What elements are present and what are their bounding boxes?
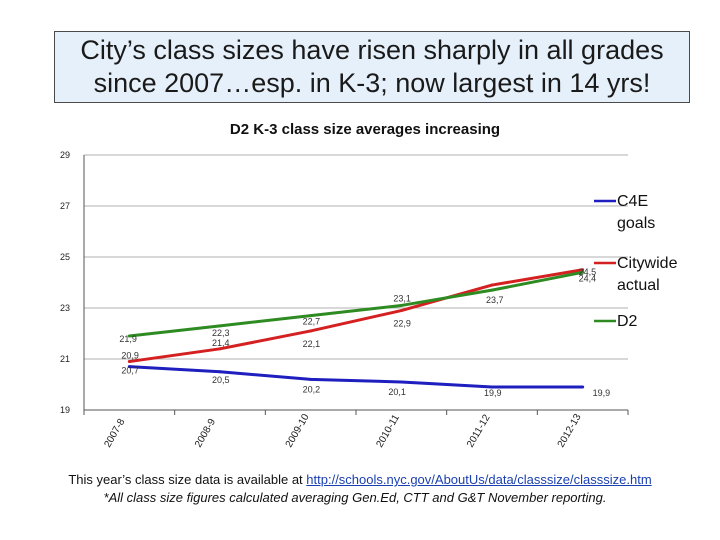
legend-label: Citywide <box>617 255 678 272</box>
data-label: 23,7 <box>486 295 504 305</box>
data-point <box>218 324 222 328</box>
axis-layer: 19 21 23 25 27 29 2007-8 2008-9 2009-10 2010-11 20… <box>60 150 629 450</box>
data-label: 24,5 <box>579 267 597 277</box>
data-label: 22,3 <box>212 328 230 338</box>
data-point <box>309 329 313 333</box>
data-point <box>581 268 585 272</box>
data-point <box>309 377 313 381</box>
series-line <box>129 270 583 338</box>
grid-layer <box>84 154 628 411</box>
y-tick-label: 27 <box>60 201 70 211</box>
slide-title: City’s class sizes have risen sharply in… <box>80 35 664 98</box>
data-label: 19,9 <box>484 388 502 398</box>
data-point <box>218 370 222 374</box>
data-point <box>309 314 313 318</box>
data-point <box>399 380 403 384</box>
data-label: 22,7 <box>303 317 321 327</box>
legend-label: D2 <box>617 313 638 330</box>
series-line <box>129 365 583 389</box>
slide-title-box: City’s class sizes have risen sharply in… <box>54 31 690 103</box>
data-point <box>218 347 222 351</box>
data-point <box>490 288 494 292</box>
data-source-text: This year’s class size data is available… <box>68 472 307 487</box>
data-point <box>581 270 585 274</box>
data-label: 20,1 <box>388 387 406 397</box>
data-label: 20,7 <box>121 366 139 376</box>
data-point <box>490 283 494 287</box>
line-chart: D2 K-3 class size averages increasing 19… <box>60 121 678 450</box>
data-label: 24,4 <box>579 273 597 283</box>
series-layer <box>127 268 585 389</box>
data-label: 19,9 <box>593 388 611 398</box>
data-point <box>399 309 403 313</box>
legend-label: C4E <box>617 193 648 210</box>
data-point <box>127 360 131 364</box>
data-label: 20,5 <box>212 375 230 385</box>
x-tick-label: 2009-10 <box>284 412 312 450</box>
data-source-link[interactable]: http://schools.nyc.gov/AboutUs/data/clas… <box>306 472 652 487</box>
series-line <box>129 268 583 364</box>
legend: C4E goals Citywide actual D2 <box>594 193 678 330</box>
y-tick-label: 19 <box>60 405 70 415</box>
data-label-layer: 20,7 20,5 20,2 20,1 19,9 19,9 20,9 21,4 22,1 22,9… <box>119 267 610 398</box>
footnote: *All class size figures calculated avera… <box>103 490 607 505</box>
x-tick-label: 2007-8 <box>102 417 127 450</box>
data-label: 22,1 <box>303 339 321 349</box>
legend-label: goals <box>617 215 655 232</box>
data-label: 20,2 <box>303 384 321 394</box>
data-label: 21,4 <box>212 338 230 348</box>
x-tick-label: 2012-13 <box>556 412 584 450</box>
data-label: 23,1 <box>393 293 411 303</box>
data-point <box>581 385 585 389</box>
legend-label: actual <box>617 277 660 294</box>
y-tick-label: 25 <box>60 252 70 262</box>
y-tick-label: 21 <box>60 354 70 364</box>
data-label: 20,9 <box>121 351 139 361</box>
data-point <box>127 365 131 369</box>
x-tick-label: 2010-11 <box>374 412 402 449</box>
data-label: 21,9 <box>119 334 137 344</box>
data-point <box>490 385 494 389</box>
chart-title: D2 K-3 class size averages increasing <box>230 121 500 138</box>
x-tick-label: 2011-12 <box>465 412 493 449</box>
data-point <box>127 334 131 338</box>
data-point <box>399 303 403 307</box>
data-source-note: This year’s class size data is available… <box>0 472 720 487</box>
data-label: 22,9 <box>393 319 411 329</box>
y-tick-label: 29 <box>60 150 70 160</box>
x-tick-label: 2008-9 <box>193 417 218 450</box>
y-tick-label: 23 <box>60 303 70 313</box>
